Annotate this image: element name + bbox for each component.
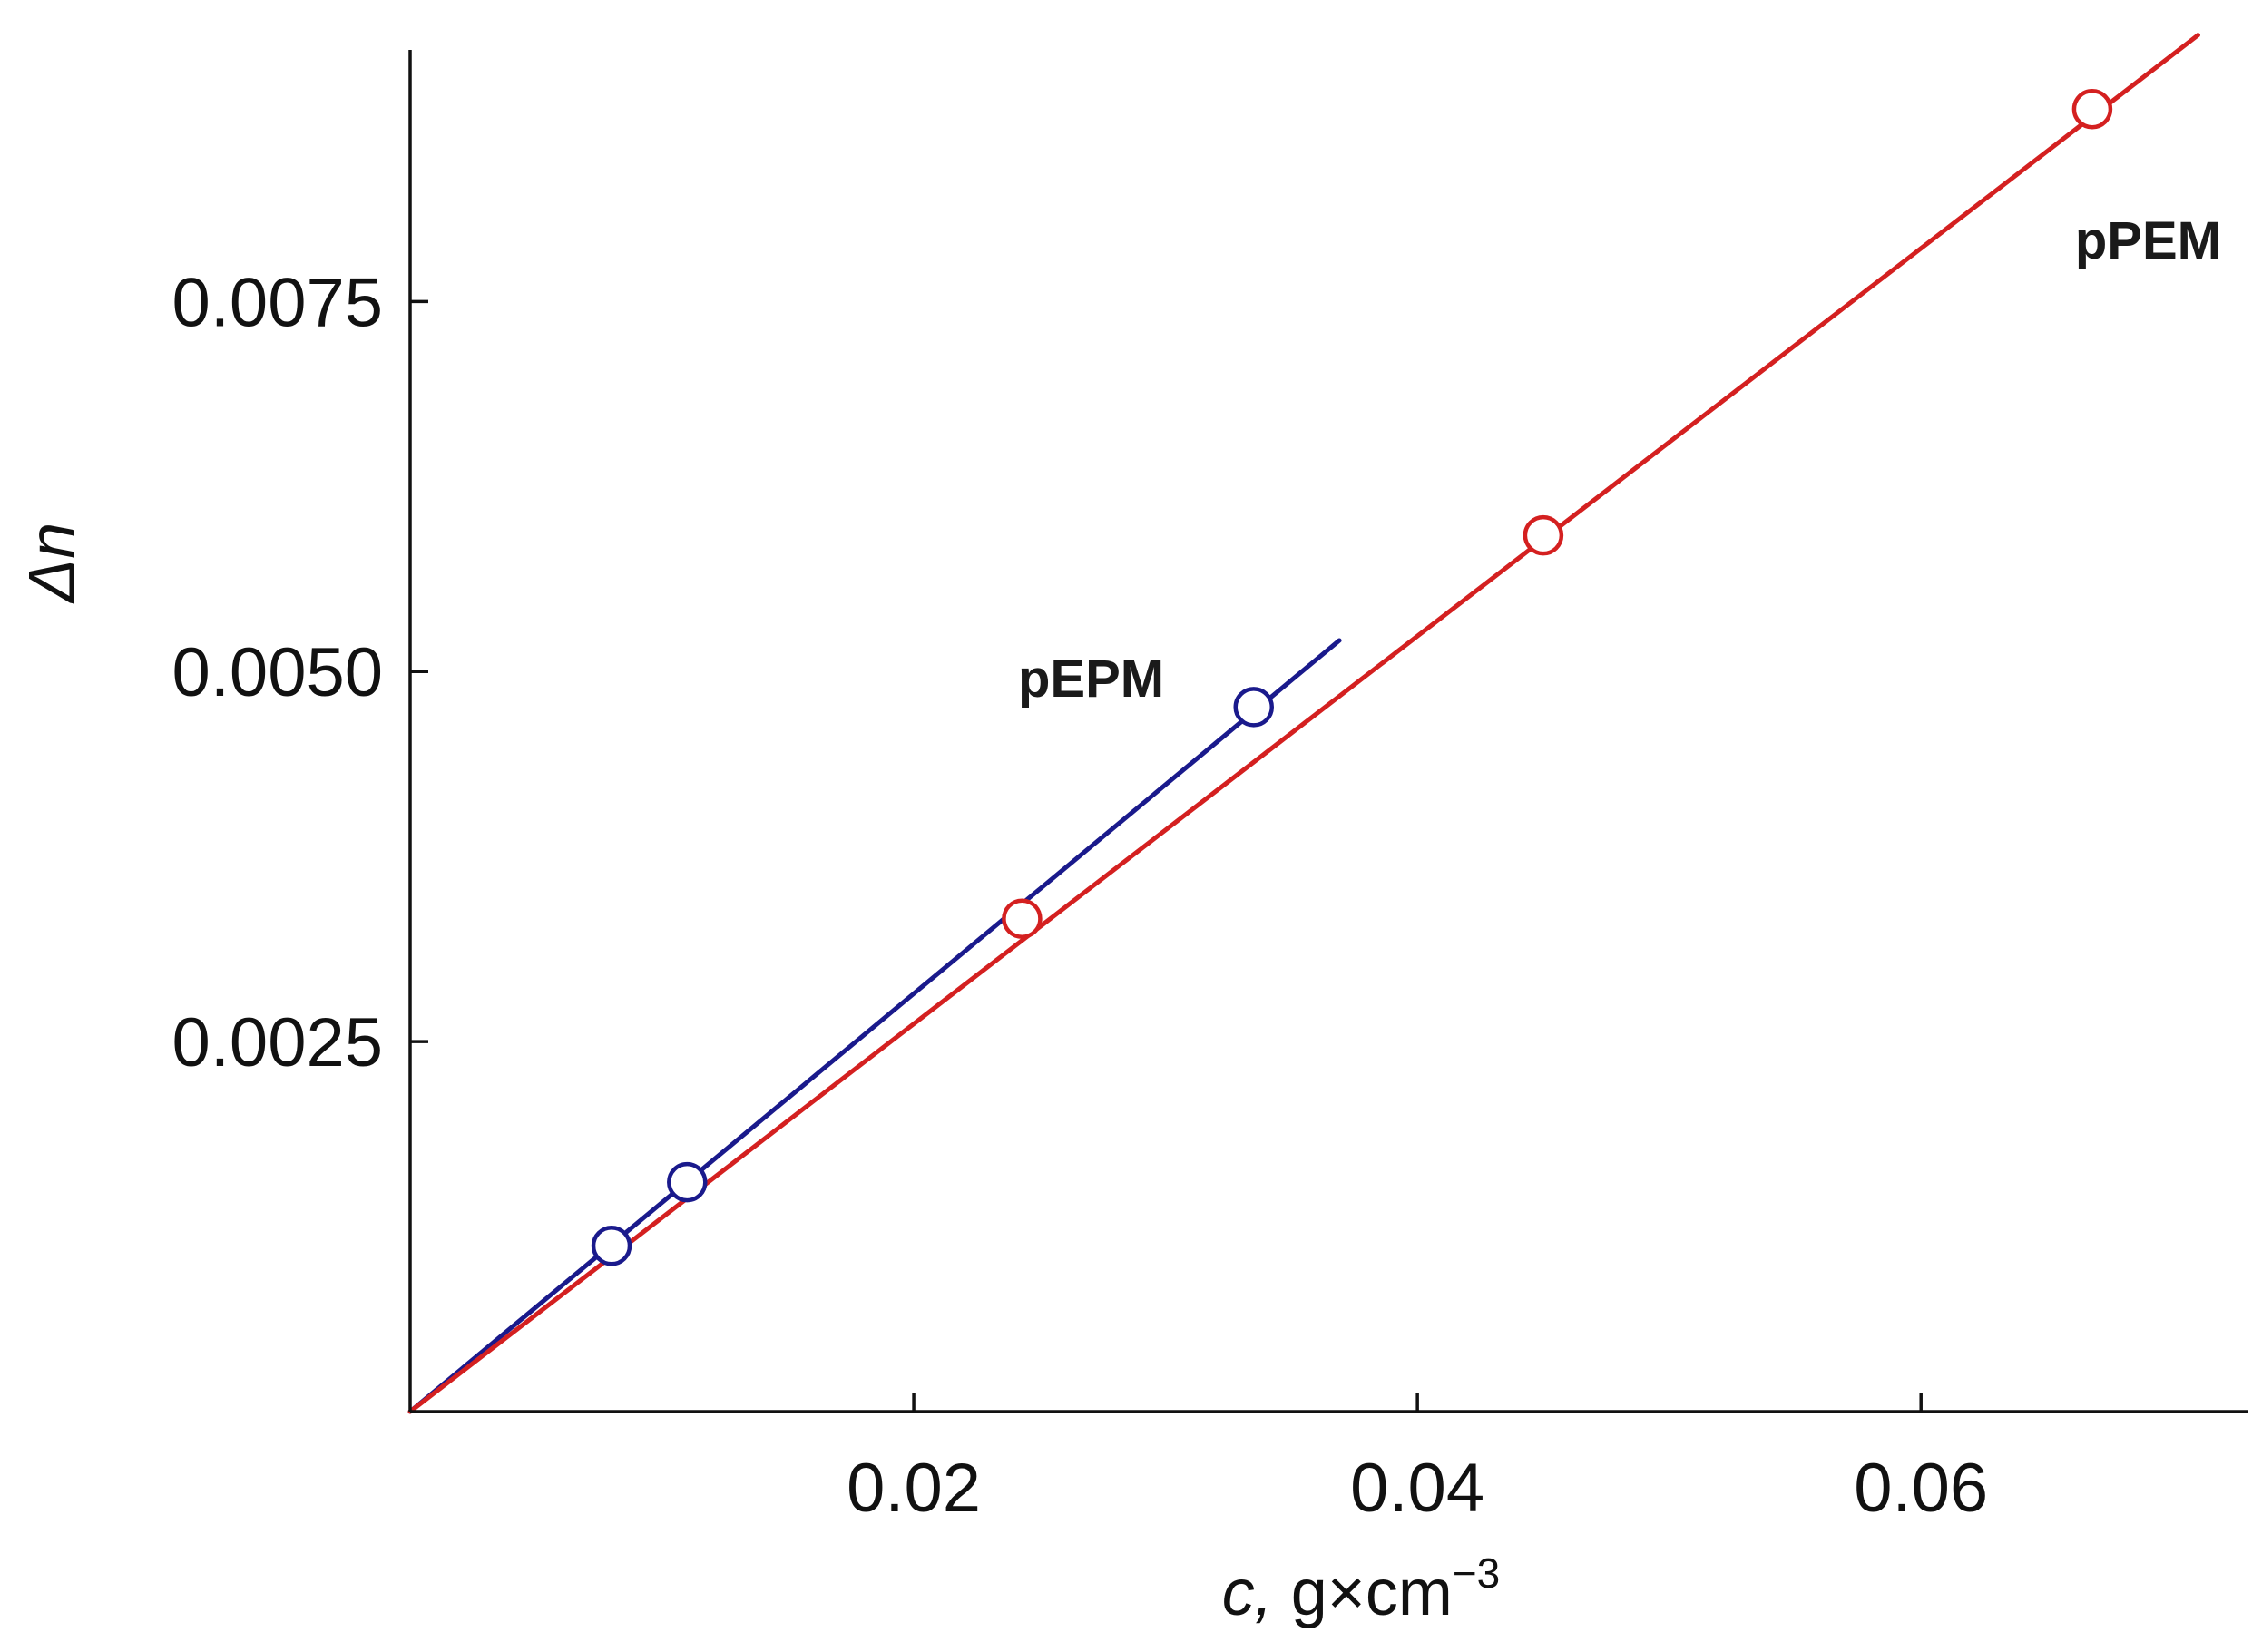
series-label-pepm: pEPM — [1018, 650, 1164, 709]
x-tick-label: 0.04 — [1350, 1450, 1484, 1527]
x-tick-label: 0.02 — [847, 1450, 981, 1527]
x-axis-title-var: c, — [1222, 1557, 1273, 1629]
y-axis-title-delta: Δ — [16, 559, 89, 604]
points-group — [591, 89, 2113, 1266]
data-point-pepm — [591, 1226, 632, 1266]
series-label-ppem: pPEM — [2075, 211, 2221, 270]
y-axis-title: Δn — [16, 523, 89, 604]
y-axis-title-var: n — [16, 523, 89, 559]
data-point-ppem — [1523, 514, 1564, 556]
data-point-pepm — [667, 1161, 708, 1203]
x-axis-title-unit: g×cm — [1273, 1557, 1453, 1629]
y-tick-label: 0.0075 — [172, 264, 383, 341]
fit-lines-group — [407, 33, 2200, 1414]
x-axis-title: c, g×cm−3 — [1222, 1549, 1501, 1629]
data-point-pepm — [1233, 687, 1274, 728]
y-tick-label: 0.0025 — [172, 1004, 383, 1081]
x-tick-label: 0.06 — [1854, 1450, 1988, 1527]
fit-line-ppem — [407, 33, 2200, 1414]
series-labels-group: pEPM pPEM — [1018, 211, 2221, 709]
data-point-ppem — [2071, 89, 2113, 130]
y-tick-label: 0.0050 — [172, 634, 383, 711]
data-point-ppem — [1002, 898, 1043, 939]
fit-line-pepm — [407, 638, 1342, 1414]
axes-group — [408, 50, 2248, 1413]
ticks-group: 0.02 0.04 0.06 0.0025 0.0050 0.0075 — [172, 264, 1989, 1527]
x-axis-title-exponent: −3 — [1453, 1549, 1500, 1597]
